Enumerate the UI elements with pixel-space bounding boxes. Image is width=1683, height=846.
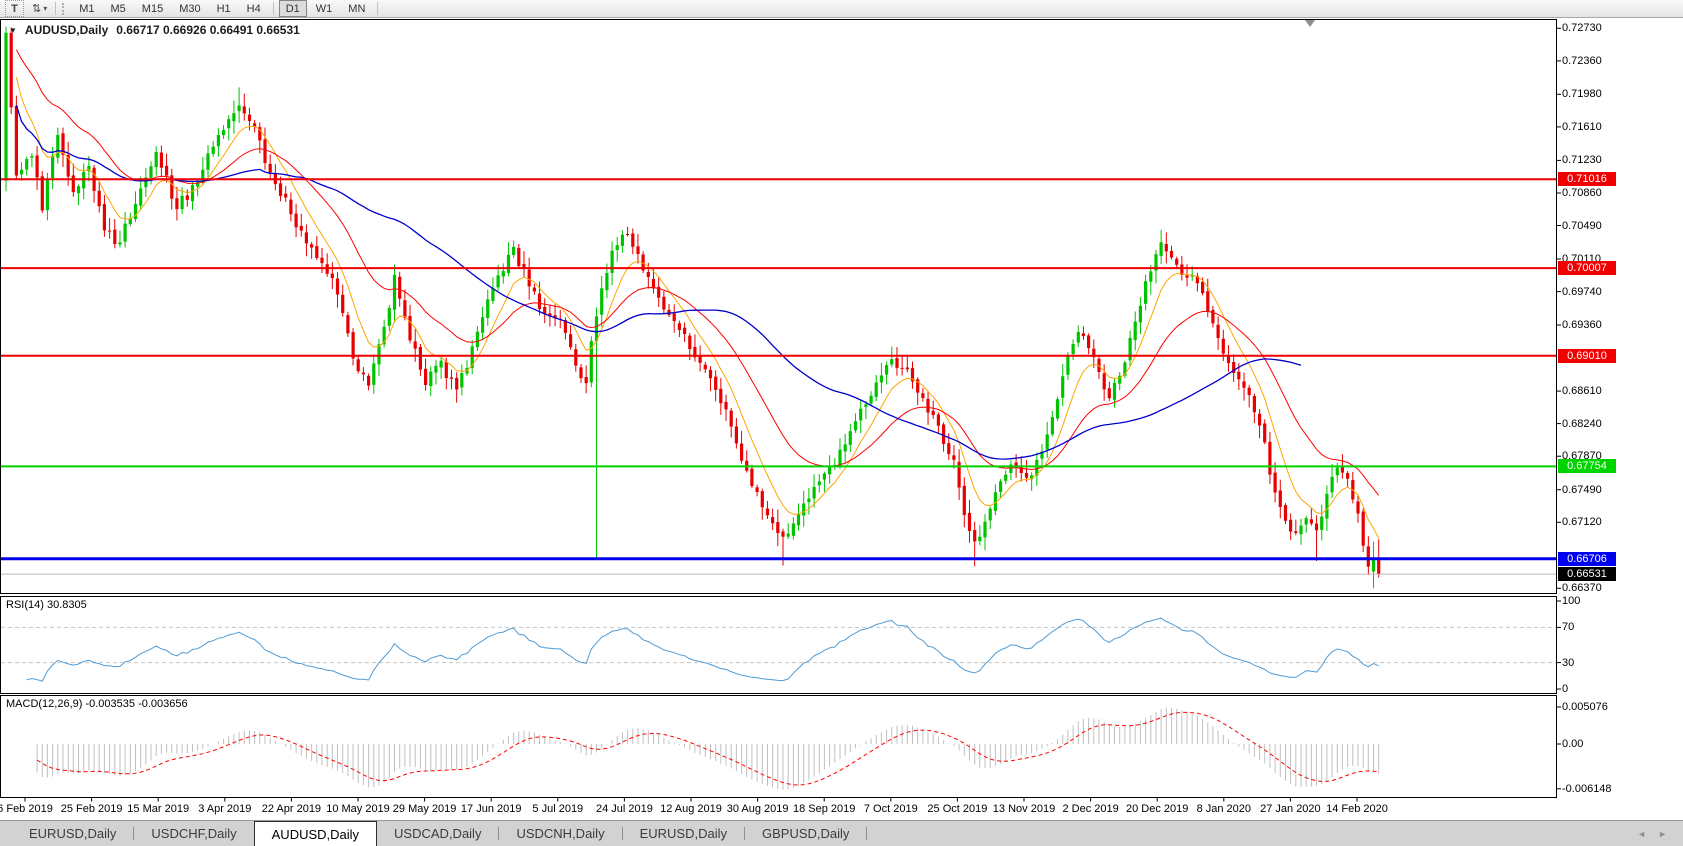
tab-usdchf-daily[interactable]: USDCHF,Daily	[151, 826, 237, 841]
price-axis-label: 0.67870	[1562, 450, 1602, 463]
price-badge: 0.69010	[1558, 348, 1616, 363]
price-axis-label: 0.67120	[1562, 516, 1602, 529]
rsi-axis-label: 70	[1562, 621, 1575, 634]
tab-separator	[743, 827, 745, 840]
tab-scroll-arrows: ◄ ►	[1637, 829, 1667, 839]
date-axis-label: 3 Apr 2019	[198, 803, 252, 815]
current-price-badge: 0.66531	[1558, 567, 1616, 582]
tab-separator	[621, 827, 623, 840]
price-badge: 0.67754	[1558, 459, 1616, 474]
tab-separator	[498, 827, 500, 840]
date-axis-label: 18 Sep 2019	[792, 803, 856, 815]
toolbar-separator	[55, 2, 57, 15]
rsi-indicator-label: RSI(14) 30.8305	[6, 599, 87, 611]
date-axis-label: 29 May 2019	[392, 803, 457, 815]
tab-separator	[866, 827, 868, 840]
tab-eurusd-daily[interactable]: EURUSD,Daily	[29, 826, 117, 841]
date-axis-label: 25 Oct 2019	[927, 803, 988, 815]
scroll-left-icon[interactable]: ◄	[1637, 829, 1647, 839]
scroll-right-icon[interactable]: ►	[1658, 829, 1667, 839]
macd-axis-label: 0.00	[1562, 738, 1584, 750]
toolbar-grip[interactable]	[62, 2, 66, 15]
timeframe-button-group: M1 M5 M15 M30 H1 H4 D1 W1 MN	[71, 0, 382, 17]
price-badge: 0.66706	[1558, 551, 1616, 566]
timeframe-button-h4[interactable]: H4	[246, 2, 261, 15]
date-axis-label: 15 Mar 2019	[127, 803, 190, 815]
price-axis-label: 0.66370	[1562, 582, 1602, 595]
date-axis-label: 13 Nov 2019	[992, 803, 1056, 815]
price-axis-label: 0.70860	[1562, 187, 1602, 199]
tab-eurusd-daily[interactable]: EURUSD,Daily	[639, 826, 727, 841]
timeframe-button-m15[interactable]: M15	[141, 2, 164, 15]
price-axis-label: 0.71610	[1562, 120, 1602, 133]
chart-menu-triangle-icon[interactable]: ▼	[9, 25, 17, 35]
toolbar-separator	[377, 2, 379, 15]
chevron-down-icon[interactable]: ▾	[43, 4, 48, 13]
date-axis-label: 24 Jul 2019	[595, 803, 653, 815]
rsi-axis-label: 30	[1562, 656, 1575, 669]
date-axis-label: 2 Dec 2019	[1062, 803, 1119, 815]
price-axis-label: 0.70490	[1562, 219, 1602, 232]
chart-title: ▼ AUDUSD,Daily 0.66717 0.66926 0.66491 0…	[9, 23, 300, 37]
chart-ohlc-values: 0.66717 0.66926 0.66491 0.66531	[116, 23, 300, 37]
price-axis-label: 0.72730	[1562, 22, 1602, 35]
arrange-windows-icon[interactable]: ⇅	[32, 3, 42, 15]
timeframe-button-m5[interactable]: M5	[110, 2, 126, 15]
price-axis-label: 0.68240	[1562, 417, 1602, 430]
date-axis-label: 8 Jan 2020	[1196, 803, 1252, 815]
timeframe-button-d1[interactable]: D1	[278, 0, 307, 17]
timeframe-button-mn[interactable]: MN	[348, 2, 366, 15]
date-axis-label: 7 Oct 2019	[863, 803, 918, 815]
timeframe-button-h1[interactable]: H1	[216, 2, 231, 15]
price-axis-label: 0.71230	[1562, 154, 1602, 167]
date-axis-label: 17 Jun 2019	[460, 803, 522, 815]
rsi-axis-label: 100	[1562, 595, 1581, 607]
timeframe-button-m30[interactable]: M30	[179, 2, 201, 15]
tab-audusd-daily[interactable]: AUDUSD,Daily	[253, 821, 378, 846]
date-axis-label: 27 Jan 2020	[1260, 803, 1321, 815]
price-axis-label: 0.68610	[1562, 385, 1602, 398]
macd-axis-label: 0.005076	[1562, 701, 1608, 713]
macd-indicator-label: MACD(12,26,9) -0.003535 -0.003656	[6, 698, 188, 710]
toolbar-separator	[272, 2, 274, 15]
date-axis-label: 20 Dec 2019	[1125, 803, 1189, 815]
macd-axis-label: -0.006148	[1562, 782, 1612, 795]
tab-usdcad-daily[interactable]: USDCAD,Daily	[394, 826, 482, 841]
price-axis-label: 0.69740	[1562, 285, 1602, 298]
chart-symbol-label: AUDUSD,Daily	[24, 23, 109, 37]
price-axis-label: 0.71980	[1562, 88, 1602, 101]
price-axis-label: 0.67490	[1562, 483, 1602, 496]
rsi-axis-label: 0	[1562, 683, 1569, 695]
date-axis-label: 25 Feb 2019	[60, 803, 123, 815]
chart-shift-marker-icon[interactable]	[1305, 20, 1315, 27]
price-axis-label: 0.72360	[1562, 54, 1602, 67]
price-axis-label: 0.69360	[1562, 319, 1602, 331]
toolbar: T ⇅ ▾ M1 M5 M15 M30 H1 H4 D1 W1 MN	[0, 0, 1683, 18]
text-tool-button[interactable]: T	[5, 0, 24, 17]
tab-separator	[133, 827, 135, 840]
price-badge: 0.70007	[1558, 261, 1616, 276]
date-axis-label: 10 May 2019	[326, 803, 390, 815]
chart-tab-bar: EURUSD,Daily USDCHF,Daily AUDUSD,Daily USDC…	[0, 820, 1683, 846]
timeframe-button-w1[interactable]: W1	[315, 2, 333, 15]
timeframe-button-m1[interactable]: M1	[79, 2, 95, 15]
date-axis-label: 5 Jul 2019	[532, 803, 584, 815]
date-axis-label: 14 Feb 2020	[1326, 803, 1388, 815]
date-axis-label: 6 Feb 2019	[0, 803, 53, 815]
date-axis-label: 30 Aug 2019	[726, 803, 789, 815]
tab-gbpusd-daily[interactable]: GBPUSD,Daily	[761, 826, 850, 841]
tab-usdcnh-daily[interactable]: USDCNH,Daily	[516, 826, 605, 841]
date-axis-label: 22 Apr 2019	[261, 803, 322, 815]
price-badge: 0.71016	[1558, 172, 1616, 187]
date-axis-label: 12 Aug 2019	[660, 803, 722, 815]
